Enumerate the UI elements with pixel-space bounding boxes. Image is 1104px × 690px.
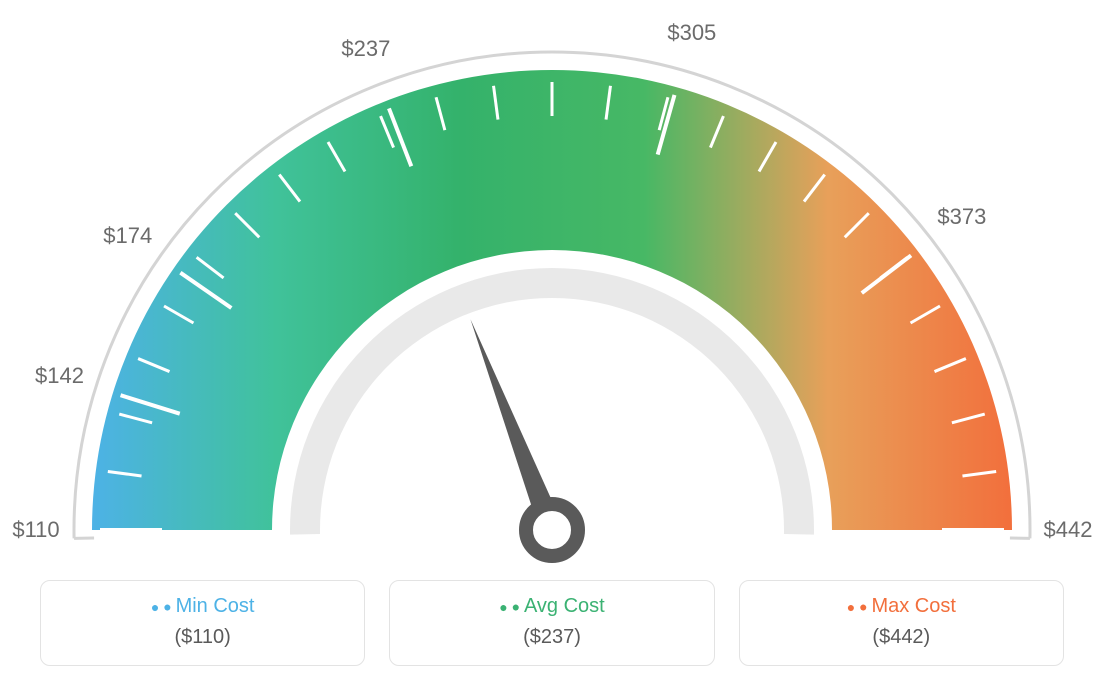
- legend-row: ● Min Cost ($110) ● Avg Cost ($237) ● Ma…: [40, 580, 1064, 666]
- gauge-svg: [52, 10, 1052, 570]
- gauge-tick-label: $174: [103, 223, 152, 249]
- gauge-tick-label: $442: [1044, 517, 1093, 543]
- legend-card-max: ● Max Cost ($442): [739, 580, 1064, 666]
- cost-gauge: $110$142$174$237$305$373$442: [52, 10, 1052, 570]
- legend-avg-value: ($237): [390, 626, 713, 649]
- legend-card-avg: ● Avg Cost ($237): [389, 580, 714, 666]
- gauge-tick-label: $110: [12, 517, 59, 543]
- legend-max-label: ● Max Cost: [740, 595, 1063, 618]
- legend-avg-label: ● Avg Cost: [390, 595, 713, 618]
- legend-min-value: ($110): [41, 626, 364, 649]
- legend-card-min: ● Min Cost ($110): [40, 580, 365, 666]
- gauge-tick-label: $305: [667, 20, 716, 46]
- gauge-tick-label: $142: [35, 363, 84, 389]
- gauge-tick-label: $373: [937, 204, 986, 230]
- gauge-tick-label: $237: [341, 36, 390, 62]
- legend-min-label: ● Min Cost: [41, 595, 364, 618]
- legend-max-value: ($442): [740, 626, 1063, 649]
